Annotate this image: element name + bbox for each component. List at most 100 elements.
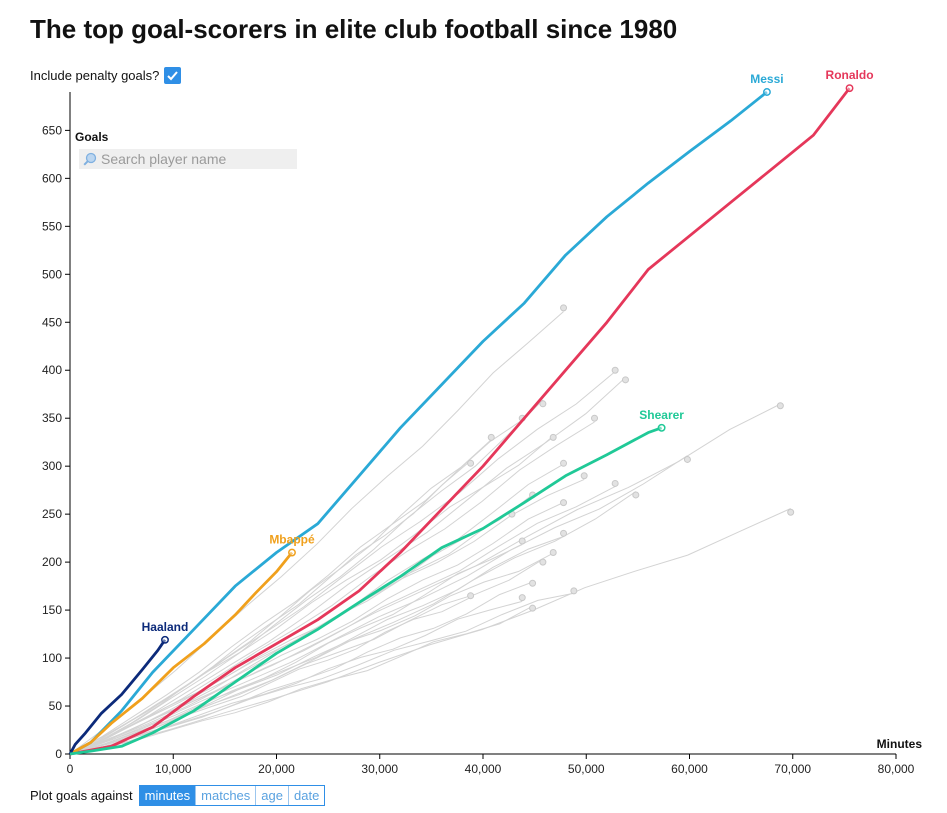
background-series-endpoint: [518, 594, 526, 602]
background-series-line: [69, 460, 471, 755]
x-tick-label: 50,000: [568, 762, 605, 776]
background-series-group: [69, 304, 795, 755]
y-tick-label: 450: [42, 315, 62, 329]
background-series-line: [69, 581, 533, 755]
background-series-endpoint: [560, 459, 568, 467]
background-series-endpoint: [467, 459, 475, 467]
background-series-endpoint: [467, 592, 475, 600]
background-series-endpoint: [683, 455, 691, 463]
background-series-line: [69, 508, 791, 755]
background-series-endpoint: [549, 433, 557, 441]
background-series-endpoint: [570, 587, 578, 595]
y-tick-label: 500: [42, 267, 62, 281]
background-series-endpoint: [487, 433, 495, 441]
y-tick-label: 0: [55, 747, 62, 761]
y-tick-label: 650: [42, 123, 62, 137]
background-series-endpoint: [539, 558, 547, 566]
option-age[interactable]: age: [255, 786, 288, 805]
background-series-line: [69, 377, 626, 755]
series-endpoint-haaland: [161, 635, 169, 644]
background-series-line: [69, 311, 564, 755]
background-series-line: [69, 485, 616, 755]
background-series-endpoint: [632, 491, 640, 499]
series-label-messi: Messi: [750, 72, 783, 86]
y-tick-label: 100: [42, 651, 62, 665]
background-series-endpoint: [787, 508, 795, 516]
x-tick-label: 0: [67, 762, 74, 776]
player-search[interactable]: Search player name: [79, 149, 297, 169]
background-series-endpoint: [549, 549, 557, 557]
background-series-line: [69, 463, 564, 755]
series-label-shearer: Shearer: [639, 408, 684, 422]
background-series-line: [69, 419, 523, 755]
background-series-endpoint: [621, 376, 629, 384]
y-tick-label: 550: [42, 219, 62, 233]
checkmark-icon: [167, 71, 179, 81]
y-tick-label: 300: [42, 459, 62, 473]
background-series-endpoint: [611, 479, 619, 487]
background-series-endpoint: [611, 366, 619, 374]
series-line-ronaldo: [69, 87, 851, 756]
background-series-line: [69, 536, 564, 755]
background-series-endpoint: [529, 604, 537, 612]
background-series-endpoint: [529, 579, 537, 587]
penalty-label: Include penalty goals?: [30, 68, 160, 83]
option-date[interactable]: date: [288, 786, 325, 805]
background-series-line: [69, 502, 564, 755]
background-series-endpoint: [560, 529, 568, 537]
series-line-haaland: [68, 639, 167, 755]
series-label-mbapp: Mbappé: [269, 533, 315, 547]
option-matches[interactable]: matches: [195, 786, 256, 805]
background-series-endpoint: [560, 499, 568, 507]
background-series-endpoint: [560, 304, 568, 312]
penalty-toggle[interactable]: Include penalty goals?: [30, 67, 182, 84]
background-series-endpoint: [539, 400, 547, 408]
background-series-endpoint: [591, 414, 599, 422]
background-series-endpoint: [580, 472, 588, 480]
series-endpoint-messi: [762, 88, 771, 96]
y-axis-title: Goals: [75, 130, 109, 144]
series-label-haaland: Haaland: [142, 620, 189, 634]
background-series-line: [69, 399, 544, 755]
series-label-ronaldo: Ronaldo: [826, 68, 874, 82]
y-tick-label: 350: [42, 411, 62, 425]
penalty-checkbox[interactable]: [164, 67, 182, 84]
y-tick-label: 250: [42, 507, 62, 521]
x-tick-label: 40,000: [465, 762, 502, 776]
plot-against-toggle: minutes matches age date: [138, 785, 326, 806]
background-series-line: [69, 605, 533, 755]
x-tick-label: 60,000: [671, 762, 708, 776]
background-series-endpoint: [518, 537, 526, 545]
y-tick-label: 50: [49, 699, 63, 713]
x-tick-label: 10,000: [155, 762, 192, 776]
series-line-mbapp: [69, 551, 294, 756]
y-tick-label: 200: [42, 555, 62, 569]
series-endpoint-ronaldo: [845, 84, 854, 93]
y-tick-label: 150: [42, 603, 62, 617]
background-series-line: [69, 510, 513, 755]
x-tick-label: 20,000: [258, 762, 295, 776]
series-endpoint-shearer: [657, 423, 666, 432]
plot-against-control: Plot goals against minutes matches age d…: [30, 785, 326, 806]
plot-against-label: Plot goals against: [30, 788, 133, 803]
background-series-line: [69, 552, 554, 755]
option-minutes[interactable]: minutes: [139, 786, 196, 805]
search-input[interactable]: Search player name: [101, 151, 227, 167]
background-series-endpoint: [776, 402, 784, 410]
y-tick-label: 600: [42, 171, 62, 185]
background-series-line: [69, 371, 616, 755]
series-line-shearer: [69, 426, 663, 756]
x-tick-label: 30,000: [361, 762, 398, 776]
search-icon: [83, 152, 97, 166]
background-series-line: [69, 455, 688, 755]
chart-title: The top goal-scorers in elite club footb…: [30, 14, 678, 44]
x-tick-label: 70,000: [774, 762, 811, 776]
y-tick-label: 400: [42, 363, 62, 377]
series-line-messi: [69, 90, 768, 756]
x-tick-label: 80,000: [878, 762, 915, 776]
series-endpoint-mbapp: [288, 548, 296, 557]
x-axis-title: Minutes: [877, 737, 923, 751]
background-series-line: [69, 439, 492, 755]
background-series-line: [69, 435, 554, 755]
